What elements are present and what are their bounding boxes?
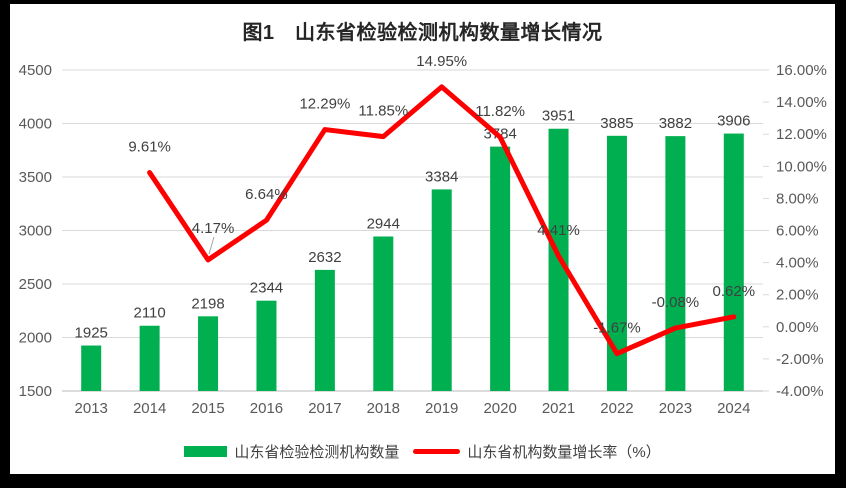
- bar-2018: [373, 236, 394, 391]
- bar-value-label: 2344: [250, 280, 283, 297]
- legend: 山东省检验检测机构数量 山东省机构数量增长率（%）: [10, 441, 835, 462]
- legend-item-institutions: 山东省检验检测机构数量: [184, 441, 399, 462]
- left-axis-tick-label: 2000: [19, 330, 52, 347]
- bar-value-label: 3882: [659, 115, 692, 132]
- right-axis-tick-label: 10.00%: [776, 158, 827, 175]
- right-axis-tick-label: -2.00%: [776, 351, 824, 368]
- bar-2024: [723, 133, 744, 392]
- bar-value-label: 2110: [133, 305, 165, 322]
- x-axis-label: 2018: [367, 400, 400, 417]
- x-axis-label: 2017: [308, 400, 341, 417]
- bar-2023: [665, 136, 686, 391]
- x-axis-label: 2023: [659, 400, 692, 417]
- line-series-swatch: [413, 449, 461, 454]
- left-axis-tick-label: 3000: [19, 223, 52, 240]
- x-axis-label: 2015: [191, 400, 224, 417]
- bar-series-swatch: [184, 446, 228, 457]
- x-axis-label: 2014: [133, 400, 166, 417]
- bar-2015: [198, 316, 219, 391]
- right-axis-tick-label: 0.00%: [776, 319, 819, 336]
- bar-value-label: 3885: [600, 115, 633, 132]
- bar-2019: [431, 189, 452, 391]
- bar-2020: [490, 146, 511, 391]
- right-axis-tick-label: 2.00%: [776, 287, 819, 304]
- right-axis-tick-label: 8.00%: [776, 190, 819, 207]
- x-axis-label: 2013: [75, 400, 108, 417]
- left-axis-tick-label: 4000: [19, 116, 52, 133]
- growth-rate-label: -1.67%: [593, 320, 641, 337]
- bar-2014: [139, 325, 160, 391]
- left-axis-tick-label: 4500: [19, 62, 52, 79]
- growth-rate-label: 9.61%: [128, 139, 171, 156]
- bar-2016: [256, 300, 277, 391]
- left-axis-tick-label: 1500: [19, 383, 52, 400]
- label-leader-line: [208, 236, 215, 255]
- x-axis-label: 2024: [717, 400, 750, 417]
- growth-rate-label: 4.17%: [192, 220, 235, 237]
- bar-value-label: 2198: [191, 295, 224, 312]
- right-axis-tick-label: 14.00%: [776, 94, 827, 111]
- left-axis-tick-label: 2500: [19, 276, 52, 293]
- bar-2022: [606, 135, 627, 391]
- x-axis-label: 2020: [483, 400, 516, 417]
- right-axis-tick-label: -4.00%: [776, 383, 824, 400]
- bar-value-label: 3951: [542, 108, 575, 125]
- growth-rate-label: 11.82%: [475, 103, 525, 120]
- right-axis-tick-label: 12.00%: [776, 126, 827, 143]
- bar-value-label: 3906: [717, 113, 750, 130]
- growth-rate-label: 4.41%: [537, 222, 580, 239]
- growth-rate-line: [147, 84, 737, 357]
- legend-label-growth-rate: 山东省机构数量增长率（%）: [467, 444, 661, 461]
- x-axis-label: 2022: [600, 400, 633, 417]
- right-axis-tick-label: 16.00%: [776, 62, 827, 79]
- bar-value-label: 2944: [367, 215, 400, 232]
- bar-value-label: 3384: [425, 168, 458, 185]
- left-axis-tick-label: 3500: [19, 169, 52, 186]
- growth-rate-label: 0.62%: [713, 283, 756, 300]
- chart-title: 图1 山东省检验检测机构数量增长情况: [242, 22, 603, 44]
- growth-rate-label: 12.29%: [299, 96, 350, 113]
- bar-value-label: 1925: [75, 325, 108, 342]
- growth-rate-label: 6.64%: [245, 186, 288, 203]
- right-axis-tick-label: 4.00%: [776, 255, 819, 272]
- bar-value-label: 2632: [308, 249, 341, 266]
- growth-rate-label: -0.08%: [652, 294, 700, 311]
- legend-label-institutions: 山东省检验检测机构数量: [234, 444, 400, 461]
- growth-rate-label: 14.95%: [416, 53, 467, 70]
- bar-2013: [81, 345, 102, 391]
- x-axis-label: 2021: [542, 400, 575, 417]
- right-axis-tick-label: 6.00%: [776, 223, 819, 240]
- legend-item-growth-rate: 山东省机构数量增长率（%）: [413, 441, 661, 462]
- x-axis-label: 2019: [425, 400, 458, 417]
- bar-2017: [314, 269, 335, 391]
- chart-panel: 图1 山东省检验检测机构数量增长情况 4500 4000 3500 3000 2500 2…: [10, 4, 835, 474]
- growth-rate-label: 11.85%: [358, 103, 408, 120]
- x-axis-label: 2016: [250, 400, 283, 417]
- combo-chart: 4500 4000 3500 3000 2500 2000 1500 16.00% 14.00%…: [19, 53, 827, 417]
